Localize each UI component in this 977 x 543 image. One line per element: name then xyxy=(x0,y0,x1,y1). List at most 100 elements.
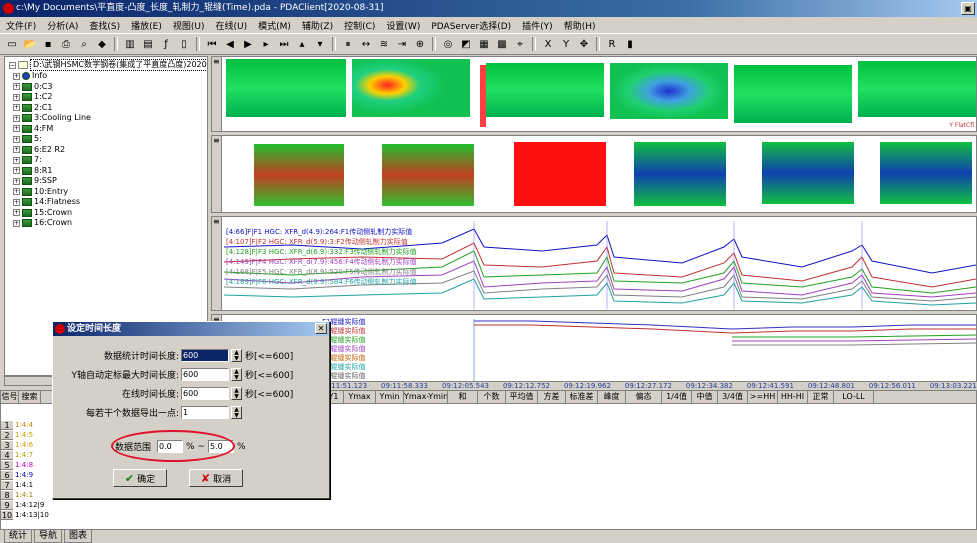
prev-icon[interactable]: ◀ xyxy=(226,38,234,50)
zoom-icon[interactable]: ⊕ xyxy=(415,38,425,50)
row-signal[interactable]: 1:4:9 xyxy=(15,471,34,479)
field-input[interactable] xyxy=(181,349,229,362)
expand-icon[interactable]: + xyxy=(13,93,20,101)
sync-icon[interactable]: ↔ xyxy=(361,38,371,50)
filter-icon[interactable]: ▥ xyxy=(125,38,135,50)
tree-node[interactable]: +4:FM xyxy=(13,124,53,134)
x-icon[interactable]: X xyxy=(544,38,552,50)
expand-icon[interactable]: + xyxy=(13,188,20,195)
row-signal[interactable]: 1:4:4 xyxy=(15,421,34,429)
open-icon[interactable]: 📂 xyxy=(23,38,37,50)
tree-node[interactable]: +10:Entry xyxy=(13,187,68,197)
expand-icon[interactable]: + xyxy=(13,146,20,153)
menu-item[interactable]: 播放(E) xyxy=(131,21,162,32)
force-panel[interactable]: [4:66]F|F1 HGC: XFR_d(4.9):264:F1传动侧轧制力实… xyxy=(211,216,977,311)
field-input[interactable] xyxy=(181,387,229,400)
collapse-icon[interactable]: − xyxy=(9,61,16,69)
play-icon[interactable]: ▶ xyxy=(244,38,252,50)
menu-item[interactable]: 帮助(H) xyxy=(563,21,596,32)
crown-panel[interactable] xyxy=(211,135,977,213)
menu-item[interactable]: PDAServer选择(D) xyxy=(431,21,512,32)
column-header[interactable]: 1/4值 xyxy=(662,391,692,404)
spin-icon[interactable]: ▲ ▼ xyxy=(231,387,242,400)
up-icon[interactable]: ▴ xyxy=(299,38,305,50)
save-icon[interactable]: ▪ xyxy=(44,38,52,50)
field-input[interactable] xyxy=(181,368,229,381)
xy-icon[interactable]: ✥ xyxy=(579,38,589,50)
column-header[interactable]: 3/4值 xyxy=(718,391,748,404)
tree-node[interactable]: +14:Flatness xyxy=(13,197,80,207)
row-signal[interactable]: 1:4:1 xyxy=(15,491,34,499)
flatness-panel[interactable]: Y FlatCfl xyxy=(211,56,977,132)
tree-node[interactable]: +7: xyxy=(13,155,42,165)
expand-icon[interactable]: + xyxy=(13,198,20,206)
expand-icon[interactable]: + xyxy=(13,114,20,122)
expand-icon[interactable]: + xyxy=(13,135,20,143)
lines-icon[interactable]: ≋ xyxy=(379,38,389,50)
row-signal[interactable]: 1:4:13|10 xyxy=(15,511,49,519)
expand-icon[interactable]: + xyxy=(13,104,20,111)
cursor-icon[interactable]: ⌖ xyxy=(517,38,523,50)
panel-handle[interactable] xyxy=(212,57,222,131)
menu-item[interactable]: 辅助(Z) xyxy=(301,21,334,32)
menu-item[interactable]: 设置(W) xyxy=(386,21,421,32)
menu-item[interactable]: 模式(M) xyxy=(258,21,291,32)
panel-handle[interactable] xyxy=(212,136,222,212)
table-icon[interactable]: ▩ xyxy=(497,38,507,50)
spin-icon[interactable]: ▲ ▼ xyxy=(231,406,242,419)
tree-node[interactable]: +8:R1 xyxy=(13,166,52,176)
expand-icon[interactable]: + xyxy=(13,72,20,80)
ok-button[interactable]: ✔ 确定 xyxy=(113,469,167,487)
y-icon[interactable]: Y xyxy=(562,38,570,50)
row-signal[interactable]: 1:4:1 xyxy=(15,481,34,489)
tree-node[interactable]: +2:C1 xyxy=(13,103,52,113)
find-icon[interactable]: ⌕ xyxy=(81,38,87,50)
gap-panel[interactable]: F1辊缝实际值F2辊缝实际值F3辊缝实际值F4辊缝实际值F5辊缝实际值F6辊缝实… xyxy=(211,314,977,382)
spin-icon[interactable]: ▲ ▼ xyxy=(231,349,242,362)
rt-icon[interactable]: R xyxy=(608,38,616,50)
grid-icon[interactable]: ▦ xyxy=(479,38,489,50)
bars-icon[interactable]: ▮ xyxy=(627,38,633,50)
chart-icon[interactable]: ▤ xyxy=(143,38,153,50)
tree-node[interactable]: + Info xyxy=(13,71,47,81)
tree-node[interactable]: +0:C3 xyxy=(13,82,52,92)
menu-item[interactable]: 控制(C) xyxy=(344,21,376,32)
column-header[interactable]: LO-LL xyxy=(834,391,874,404)
column-header[interactable]: 和 xyxy=(448,391,478,404)
column-header[interactable]: 峰度 xyxy=(598,391,626,404)
tree-node[interactable]: +16:Crown xyxy=(13,218,72,228)
tree-node[interactable]: +9:SSP xyxy=(13,176,57,186)
next-icon[interactable]: ▸ xyxy=(263,38,269,50)
panel-handle[interactable] xyxy=(212,217,222,310)
column-header[interactable]: 方差 xyxy=(538,391,566,404)
column-header[interactable]: 个数 xyxy=(478,391,506,404)
tree-node[interactable]: +6:E2 R2 xyxy=(13,145,65,155)
maximize-button[interactable]: ▣ xyxy=(961,2,975,15)
column-header[interactable]: 平均值 xyxy=(506,391,538,404)
column-header[interactable]: 信号 xyxy=(1,391,19,404)
menu-item[interactable]: 在线(U) xyxy=(215,21,248,32)
menu-item[interactable]: 分析(A) xyxy=(47,21,79,32)
column-header[interactable]: HH-HI xyxy=(778,391,808,404)
field-input[interactable] xyxy=(181,406,229,419)
tree-node[interactable]: +1:C2 xyxy=(13,92,52,102)
tag-icon[interactable]: ◆ xyxy=(98,38,106,50)
expand-icon[interactable]: + xyxy=(13,167,20,174)
first-icon[interactable]: ⏮ xyxy=(207,38,217,50)
expand-icon[interactable]: + xyxy=(13,156,20,164)
doc-icon[interactable]: ▯ xyxy=(181,38,187,50)
tree-node[interactable]: +3:Cooling Line xyxy=(13,113,91,123)
expand-icon[interactable]: + xyxy=(13,219,20,227)
row-signal[interactable]: 1:4:12|9 xyxy=(15,501,45,509)
column-header[interactable]: Ymin xyxy=(376,391,404,404)
bottom-tab[interactable]: 图表 xyxy=(64,530,93,543)
tab-icon[interactable]: ⇥ xyxy=(397,38,407,50)
expand-icon[interactable]: + xyxy=(13,83,20,90)
tree-node[interactable]: +15:Crown xyxy=(13,208,72,218)
cancel-button[interactable]: ✘ 取消 xyxy=(189,469,243,487)
column-header[interactable]: Ymax-Ymin xyxy=(404,391,448,404)
tree-root[interactable]: − D:\武钢HSMC数字钢卷(集成了平直度凸度)2020-08-31 xyxy=(9,59,207,71)
last-icon[interactable]: ⏭ xyxy=(279,38,289,50)
column-header[interactable]: >=HH xyxy=(748,391,778,404)
expand-icon[interactable]: + xyxy=(13,209,20,216)
